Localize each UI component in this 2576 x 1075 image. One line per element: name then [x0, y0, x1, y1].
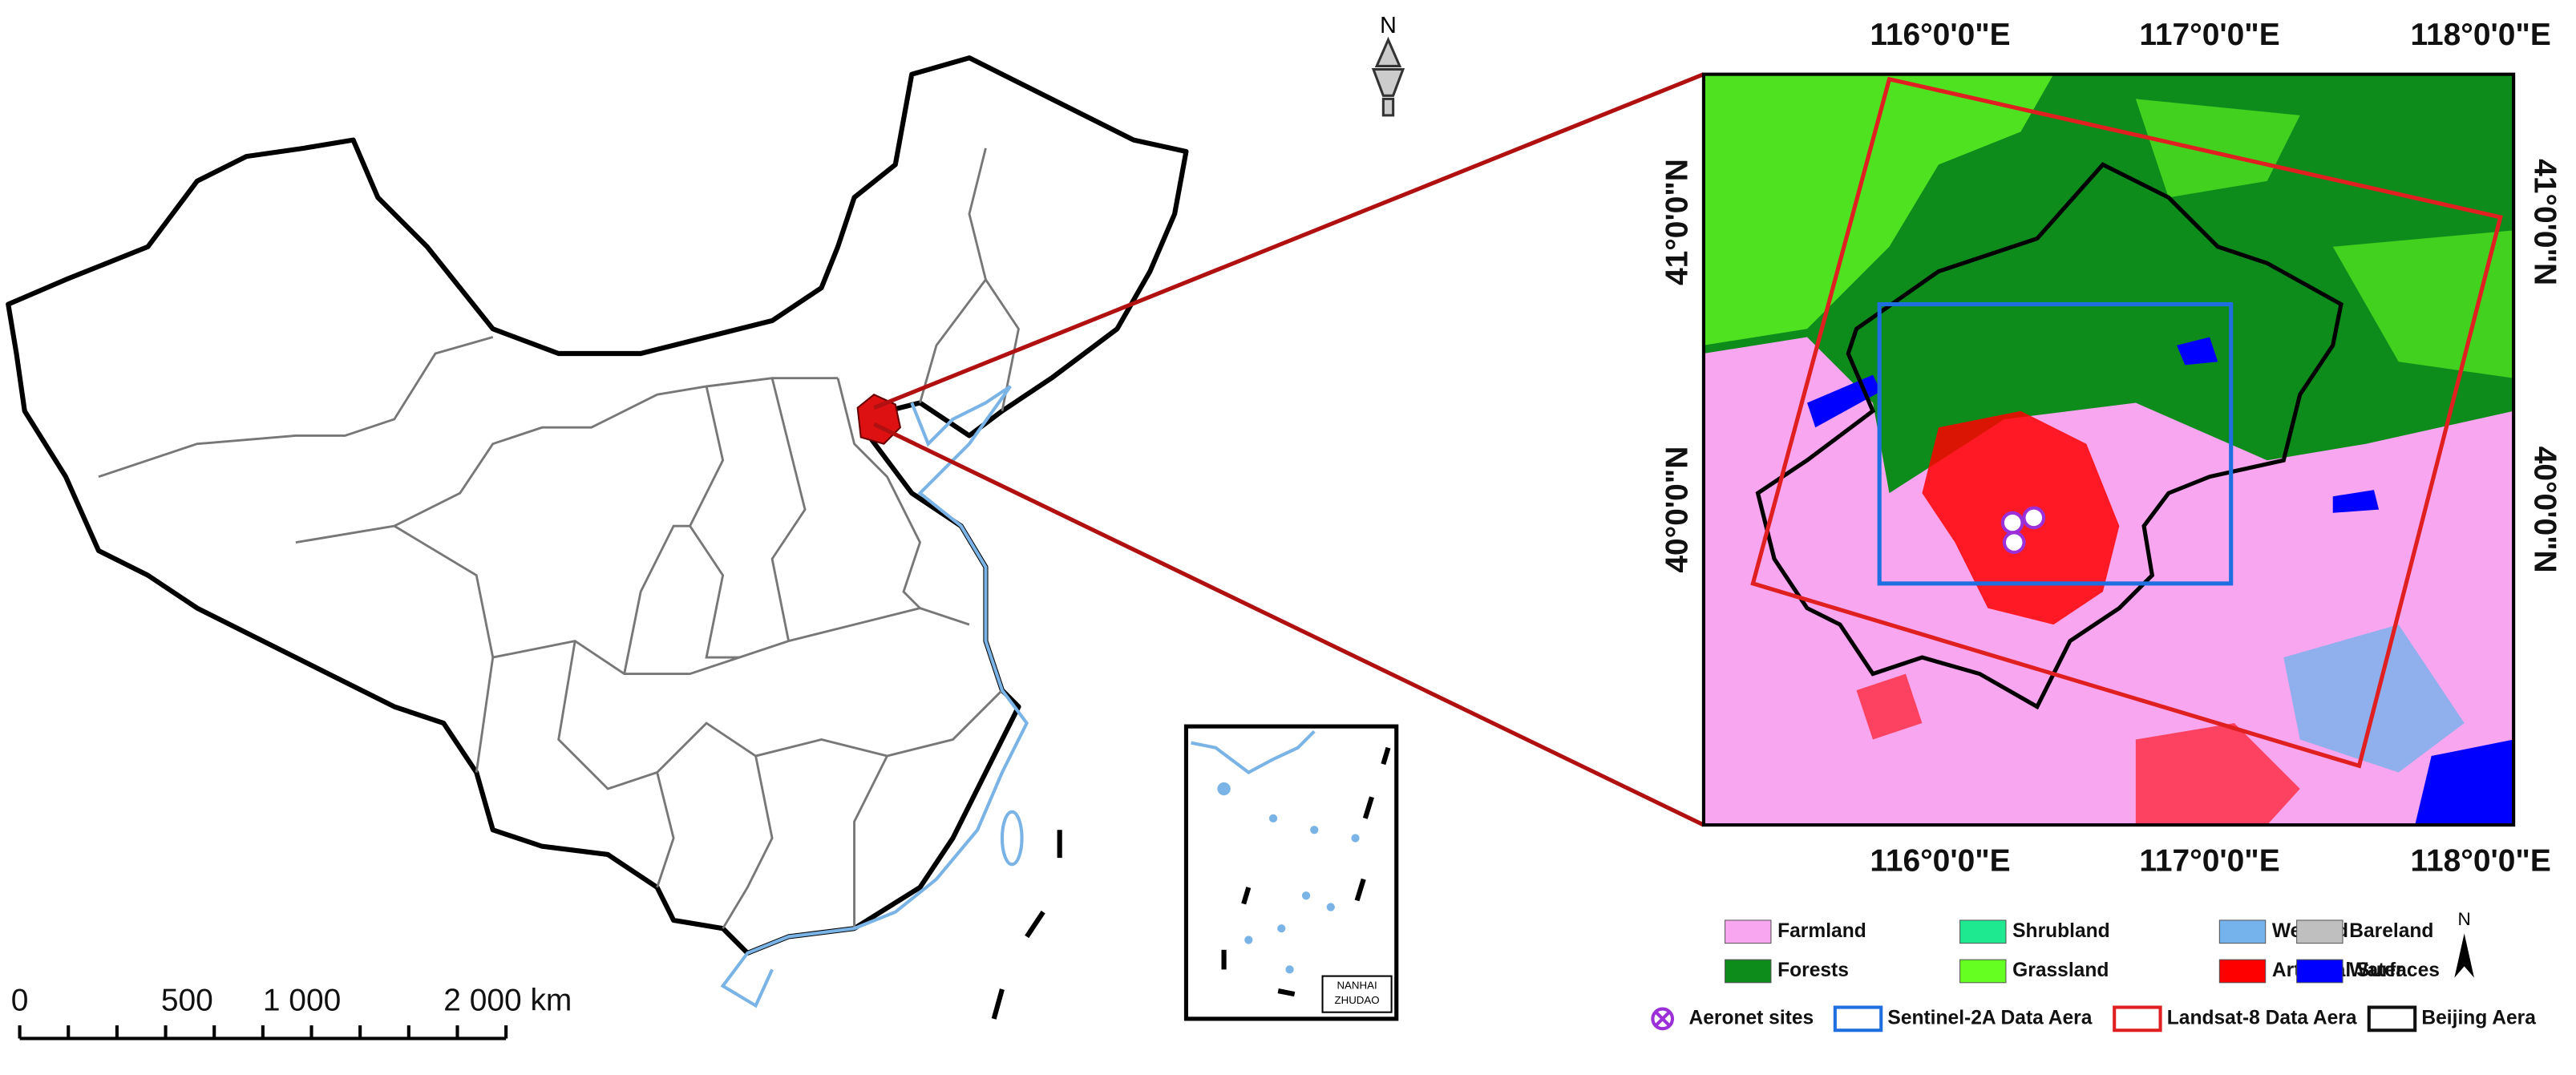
- legend-swatch: [1959, 919, 2007, 944]
- lon-label: 116°0'0"E: [1870, 18, 2010, 52]
- aeronet-sites: [2000, 506, 2046, 554]
- legend-label: Sentinel-2A Data Aera: [1887, 1007, 2092, 1029]
- lon-label: 117°0'0"E: [2139, 18, 2279, 52]
- legend-label: Water: [2349, 960, 2404, 981]
- taiwan: [1000, 810, 1024, 867]
- scale-label: 0: [11, 984, 29, 1018]
- legend-swatch: [2367, 1005, 2417, 1033]
- legend-swatch: [2218, 919, 2267, 944]
- map-frame: [1701, 72, 2516, 827]
- lat-label: 40°0'0"N: [1660, 447, 1694, 573]
- zoom-lines: [873, 72, 1705, 827]
- legend-label: Shrubland: [2012, 920, 2110, 942]
- lat-label: 41°0'0"N: [2528, 159, 2562, 285]
- legend-swatch: [1725, 919, 1772, 944]
- north-label: N: [1380, 13, 1397, 38]
- lat-label: 40°0'0"N: [2528, 447, 2562, 573]
- landsat-area: [1750, 76, 2503, 769]
- legend-north-arrow: [2454, 933, 2474, 978]
- legend-swatch: [2296, 919, 2343, 944]
- north-arrow: N: [1371, 13, 1405, 117]
- nine-dash-segments: [991, 830, 1062, 1020]
- legend-label: Beijing Aera: [2421, 1007, 2536, 1029]
- legend-swatch: [1959, 959, 2007, 984]
- coordinate-labels: 116°0'0"E 116°0'0"E 117°0'0"E 117°0'0"E 118°…: [1660, 18, 2562, 879]
- legend-swatch: [1833, 1005, 1883, 1033]
- scale-bar: [18, 1025, 508, 1041]
- lon-label: 117°0'0"E: [2139, 844, 2279, 879]
- legend-swatch: [2218, 959, 2267, 984]
- scale-label: 500: [161, 984, 213, 1018]
- legend-label: Forests: [1777, 960, 1849, 981]
- legend-swatch: [1725, 959, 1772, 984]
- inset-label: ZHUDAO: [1334, 994, 1379, 1006]
- legend-symbol: [1655, 1011, 1671, 1027]
- inset-map: NANHAI ZHUDAO: [1183, 724, 1399, 1021]
- legend-label: Bareland: [2349, 920, 2433, 942]
- legend-label: Grassland: [2012, 960, 2109, 981]
- lat-label: 41°0'0"N: [1660, 159, 1694, 285]
- coastline: [720, 385, 1029, 1008]
- sentinel-area: [1877, 301, 2234, 586]
- legend: N FarmlandShrublandWetlandBarelandForest…: [1651, 909, 2536, 1033]
- legend-swatch: [2296, 959, 2343, 984]
- lon-label: 116°0'0"E: [1870, 844, 2010, 879]
- legend-label: Farmland: [1777, 920, 1866, 942]
- inset-label: NANHAI: [1337, 979, 1377, 991]
- lon-label: 118°0'0"E: [2410, 18, 2550, 52]
- land-cover-map: [1703, 74, 2514, 826]
- legend-label: Landsat-8 Data Aera: [2167, 1007, 2357, 1029]
- province-borders: [98, 148, 1020, 929]
- legend-swatch: [2113, 1005, 2162, 1033]
- scale-label: 1 000: [263, 984, 341, 1018]
- legend-north-label: N: [2458, 909, 2471, 929]
- beijing-boundary: [1755, 162, 2343, 710]
- china-outline: [6, 55, 1189, 956]
- lon-label: 118°0'0"E: [2410, 844, 2550, 879]
- legend-label: Aeronet sites: [1688, 1007, 1814, 1029]
- scale-label: 2 000 km: [443, 984, 572, 1018]
